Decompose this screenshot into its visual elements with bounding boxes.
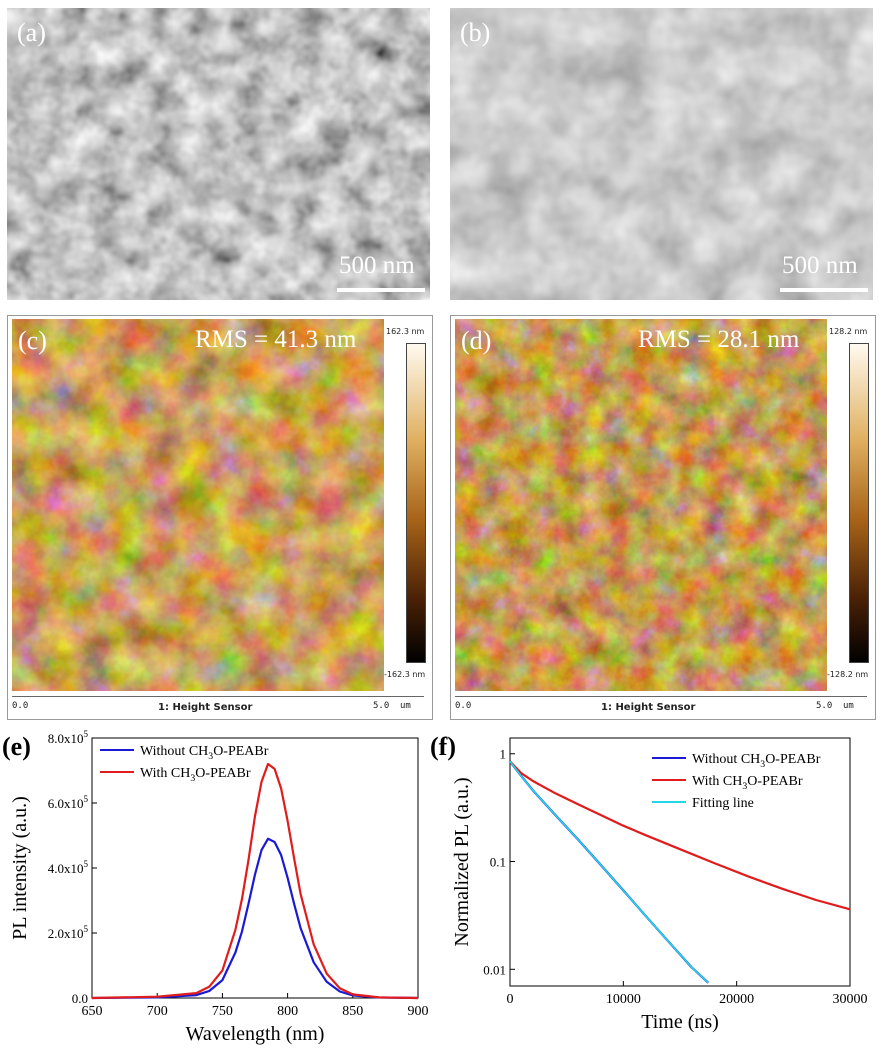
sem-image-b: (b) 500 nm <box>450 8 873 300</box>
sem-texture-a <box>7 8 430 300</box>
afm-axis-start-d: 0.0 <box>455 701 472 711</box>
x-axis-label: Wavelength (nm) <box>186 1023 325 1045</box>
panel-label-e: (e) <box>2 732 31 761</box>
panel-label-d: (d) <box>461 326 492 355</box>
x-tick-label: 900 <box>408 1004 429 1019</box>
y-tick-label: 2.0x105 <box>48 924 89 941</box>
y-axis-label: Normalized PL (a.u.) <box>451 777 473 946</box>
afm-texture-d <box>455 319 827 691</box>
legend-label: With CH3O-PEABr <box>692 774 803 792</box>
afm-axis-end-d: 5.0 <box>816 701 833 711</box>
legend-label: Fitting line <box>692 796 754 811</box>
legend-label: With CH3O-PEABr <box>140 766 251 784</box>
colorbar-max-c: 162.3 nm <box>386 327 425 336</box>
y-tick-label: 8.0x105 <box>48 730 89 746</box>
afm-image-d <box>455 319 827 691</box>
afm-texture-c <box>12 319 384 691</box>
x-tick-label: 800 <box>277 1004 298 1019</box>
colorbar-min-d: -128.2 nm <box>827 670 869 679</box>
afm-axis-unit-c: um <box>400 701 411 711</box>
scale-bar-a <box>337 288 425 292</box>
series-line <box>509 760 851 911</box>
y-tick-label: 6.0x105 <box>48 794 89 811</box>
chart-f: 0 10000 20000 30000 1 0.1 0.01 Time (ns) Normali… <box>451 737 868 1033</box>
panel-label-c: (c) <box>18 326 47 355</box>
series-line <box>91 762 419 1000</box>
rms-value-d: RMS = 28.1 nm <box>638 326 800 353</box>
colorbar-d <box>849 343 869 663</box>
panel-label-a: (a) <box>17 18 46 47</box>
afm-axis-d <box>455 696 867 697</box>
panel-label-b: (b) <box>460 18 491 47</box>
sem-texture-b <box>450 8 873 300</box>
afm-image-c <box>12 319 384 691</box>
x-tick-label: 750 <box>212 1004 233 1019</box>
scale-bar-label-a: 500 nm <box>339 252 415 279</box>
series-line <box>509 760 710 984</box>
panel-label-f: (f) <box>430 732 456 761</box>
y-tick-label: 4.0x105 <box>48 859 89 876</box>
colorbar-c <box>406 343 426 663</box>
afm-caption-c: 1: Height Sensor <box>158 702 253 713</box>
x-tick-label: 30000 <box>833 992 868 1007</box>
colorbar-max-d: 128.2 nm <box>829 327 868 336</box>
y-tick-label: 0.01 <box>483 962 506 977</box>
x-tick-label: 20000 <box>719 992 754 1007</box>
rms-value-c: RMS = 41.3 nm <box>195 326 357 353</box>
afm-caption-d: 1: Height Sensor <box>601 702 696 713</box>
y-tick-label: 1 <box>500 747 507 762</box>
scale-bar-label-b: 500 nm <box>782 252 858 279</box>
y-tick-label: 0.0 <box>72 991 88 1006</box>
series-line <box>91 837 419 1000</box>
chart-e: 650 700 750 800 850 900 0.0 2.0x105 4.0x105 6.0x1… <box>9 730 429 1045</box>
series-line <box>509 760 709 984</box>
y-tick-label: 0.1 <box>490 855 506 870</box>
afm-axis-end-c: 5.0 <box>373 701 390 711</box>
afm-axis-start-c: 0.0 <box>12 701 29 711</box>
afm-panel-c: (c) RMS = 41.3 nm 162.3 nm -162.3 nm 0.0… <box>7 315 433 720</box>
x-tick-label: 0 <box>507 992 514 1007</box>
x-tick-label: 700 <box>147 1004 168 1019</box>
x-axis-label: Time (ns) <box>641 1011 719 1033</box>
x-tick-label: 850 <box>342 1004 363 1019</box>
afm-axis-unit-d: um <box>843 701 854 711</box>
legend-label: Without CH3O-PEABr <box>140 744 269 762</box>
colorbar-min-c: -162.3 nm <box>384 670 426 679</box>
afm-panel-d: (d) RMS = 28.1 nm 128.2 nm -128.2 nm 0.0… <box>450 315 876 720</box>
legend-label: Without CH3O-PEABr <box>692 752 821 770</box>
x-tick-label: 10000 <box>606 992 641 1007</box>
afm-axis-c <box>12 696 424 697</box>
scale-bar-b <box>780 288 868 292</box>
y-axis-label: PL intensity (a.u.) <box>9 796 31 940</box>
sem-image-a: (a) 500 nm <box>7 8 430 300</box>
x-tick-label: 650 <box>82 1004 103 1019</box>
